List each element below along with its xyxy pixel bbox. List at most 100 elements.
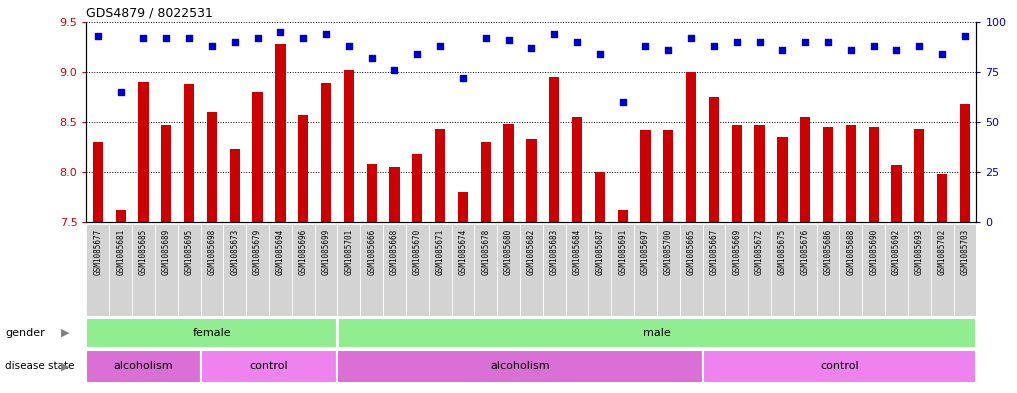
Bar	[474, 224, 497, 316]
Text: GSM1085701: GSM1085701	[345, 229, 353, 275]
Bar	[703, 350, 976, 383]
Text: GSM1085670: GSM1085670	[413, 229, 422, 275]
Point	[706, 42, 722, 49]
Text: GSM1085692: GSM1085692	[892, 229, 901, 275]
Point	[934, 51, 950, 57]
Bar	[132, 224, 155, 316]
Bar	[725, 224, 749, 316]
Bar	[503, 124, 514, 222]
Point	[159, 35, 175, 41]
Bar	[344, 70, 354, 222]
Text: GSM1085682: GSM1085682	[527, 229, 536, 275]
Text: GSM1085677: GSM1085677	[94, 229, 103, 275]
Bar	[338, 350, 703, 383]
Text: GSM1085697: GSM1085697	[641, 229, 650, 275]
Point	[774, 46, 790, 53]
Bar	[458, 192, 468, 222]
Bar	[452, 224, 474, 316]
Bar	[543, 224, 565, 316]
Text: GSM1085689: GSM1085689	[162, 229, 171, 275]
Bar	[679, 224, 703, 316]
Point	[295, 35, 311, 41]
Text: GSM1085703: GSM1085703	[960, 229, 969, 275]
Bar	[366, 164, 376, 222]
Bar	[823, 127, 833, 222]
Text: disease state: disease state	[5, 362, 74, 371]
Bar	[908, 224, 931, 316]
Bar	[276, 44, 286, 222]
Bar	[230, 149, 240, 222]
Bar	[777, 137, 787, 222]
Text: GSM1085675: GSM1085675	[778, 229, 787, 275]
Bar	[138, 82, 148, 222]
Text: GSM1085681: GSM1085681	[116, 229, 125, 275]
Bar	[634, 224, 657, 316]
Text: GSM1085685: GSM1085685	[139, 229, 148, 275]
Point	[363, 55, 379, 61]
Text: GSM1085690: GSM1085690	[870, 229, 878, 275]
Bar	[617, 210, 627, 222]
Bar	[794, 224, 817, 316]
Bar	[497, 224, 520, 316]
Bar	[252, 92, 262, 222]
Bar	[937, 174, 947, 222]
Bar	[383, 224, 406, 316]
Point	[273, 28, 289, 35]
Bar	[206, 112, 217, 222]
Bar	[914, 129, 924, 222]
Text: GSM1085699: GSM1085699	[321, 229, 331, 275]
Bar	[839, 224, 862, 316]
Text: GSM1085669: GSM1085669	[732, 229, 741, 275]
Point	[113, 88, 129, 95]
Text: GSM1085676: GSM1085676	[800, 229, 810, 275]
Bar	[200, 224, 224, 316]
Bar	[731, 125, 741, 222]
Point	[386, 66, 403, 73]
Bar	[657, 224, 679, 316]
Bar	[184, 84, 194, 222]
Bar	[481, 142, 491, 222]
Text: ▶: ▶	[61, 328, 69, 338]
Bar	[86, 318, 338, 348]
Text: ▶: ▶	[61, 362, 69, 371]
Bar	[549, 77, 559, 222]
Point	[752, 39, 768, 45]
Bar	[663, 130, 673, 222]
Bar	[161, 125, 172, 222]
Bar	[595, 172, 605, 222]
Text: GSM1085695: GSM1085695	[185, 229, 193, 275]
Point	[728, 39, 744, 45]
Point	[660, 46, 676, 53]
Bar	[891, 165, 902, 222]
Text: control: control	[820, 362, 858, 371]
Bar	[931, 224, 954, 316]
Point	[523, 44, 539, 51]
Bar	[885, 224, 908, 316]
Text: GSM1085667: GSM1085667	[710, 229, 718, 275]
Point	[843, 46, 859, 53]
Point	[89, 33, 106, 39]
Bar	[960, 104, 970, 222]
Bar	[314, 224, 338, 316]
Point	[888, 46, 904, 53]
Text: male: male	[643, 328, 671, 338]
Text: GSM1085688: GSM1085688	[846, 229, 855, 275]
Bar	[703, 224, 725, 316]
Bar	[338, 318, 976, 348]
Bar	[846, 125, 856, 222]
Bar	[589, 224, 611, 316]
Text: GSM1085687: GSM1085687	[595, 229, 604, 275]
Bar	[435, 129, 445, 222]
Point	[409, 51, 425, 57]
Point	[569, 39, 585, 45]
Point	[432, 42, 448, 49]
Bar	[755, 125, 765, 222]
Point	[249, 35, 265, 41]
Point	[181, 35, 197, 41]
Text: GDS4879 / 8022531: GDS4879 / 8022531	[86, 6, 214, 19]
Text: GSM1085686: GSM1085686	[824, 229, 833, 275]
Bar	[86, 350, 200, 383]
Text: GSM1085684: GSM1085684	[573, 229, 582, 275]
Point	[478, 35, 494, 41]
Text: alcoholism: alcoholism	[490, 362, 550, 371]
